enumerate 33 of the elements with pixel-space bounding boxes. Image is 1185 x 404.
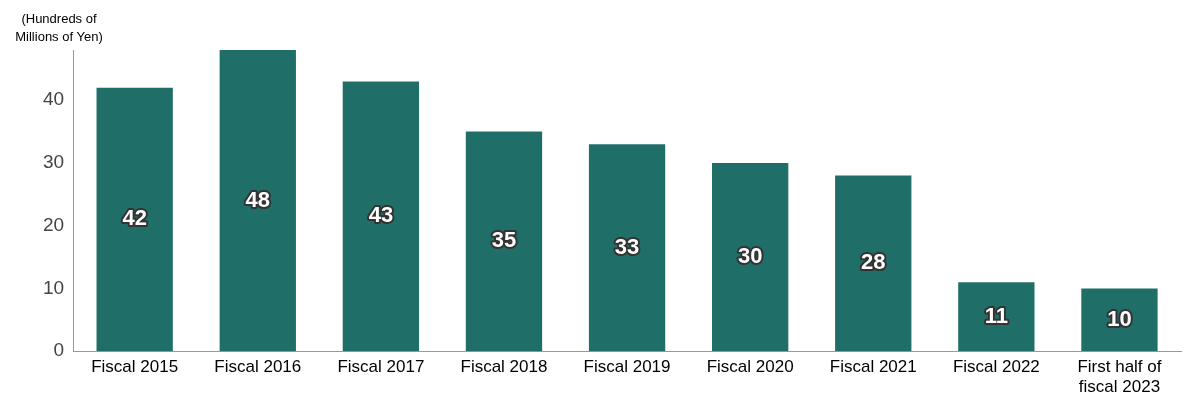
bar (96, 87, 173, 352)
x-tick-label: Fiscal 2022 (952, 357, 1040, 377)
data-label: 33 (614, 233, 640, 259)
x-tick-label: Fiscal 2021 (829, 357, 917, 377)
y-tick-label: 10 (42, 276, 65, 298)
x-tick-label: Fiscal 2016 (214, 357, 302, 377)
data-label: 35 (491, 227, 517, 253)
bar (712, 162, 789, 352)
bar (219, 50, 296, 352)
bar (1081, 288, 1158, 352)
bar (835, 175, 912, 352)
y-tick-label: 30 (42, 151, 65, 173)
bar (958, 282, 1035, 352)
data-label: 28 (861, 249, 886, 275)
data-label: 43 (368, 202, 394, 228)
x-tick-label: First half of fiscal 2023 (1077, 357, 1162, 397)
y-axis-title: (Hundreds of Millions of Yen) (14, 10, 104, 46)
y-tick-label: 40 (42, 88, 65, 110)
data-label: 10 (1107, 305, 1132, 331)
x-tick-label: Fiscal 2015 (91, 357, 179, 377)
data-label: 42 (122, 205, 147, 231)
bar (342, 81, 420, 352)
x-tick-label: Fiscal 2017 (337, 357, 425, 377)
y-tick-label: 0 (53, 339, 65, 361)
data-label: 11 (984, 302, 1008, 328)
bar (588, 144, 666, 352)
y-tick-label: 20 (42, 213, 65, 235)
data-label: 48 (245, 186, 271, 212)
x-tick-label: Fiscal 2018 (460, 357, 548, 377)
data-label: 30 (737, 243, 763, 269)
x-tick-label: Fiscal 2019 (583, 357, 671, 377)
bar (465, 131, 543, 352)
x-tick-label: Fiscal 2020 (706, 357, 794, 377)
